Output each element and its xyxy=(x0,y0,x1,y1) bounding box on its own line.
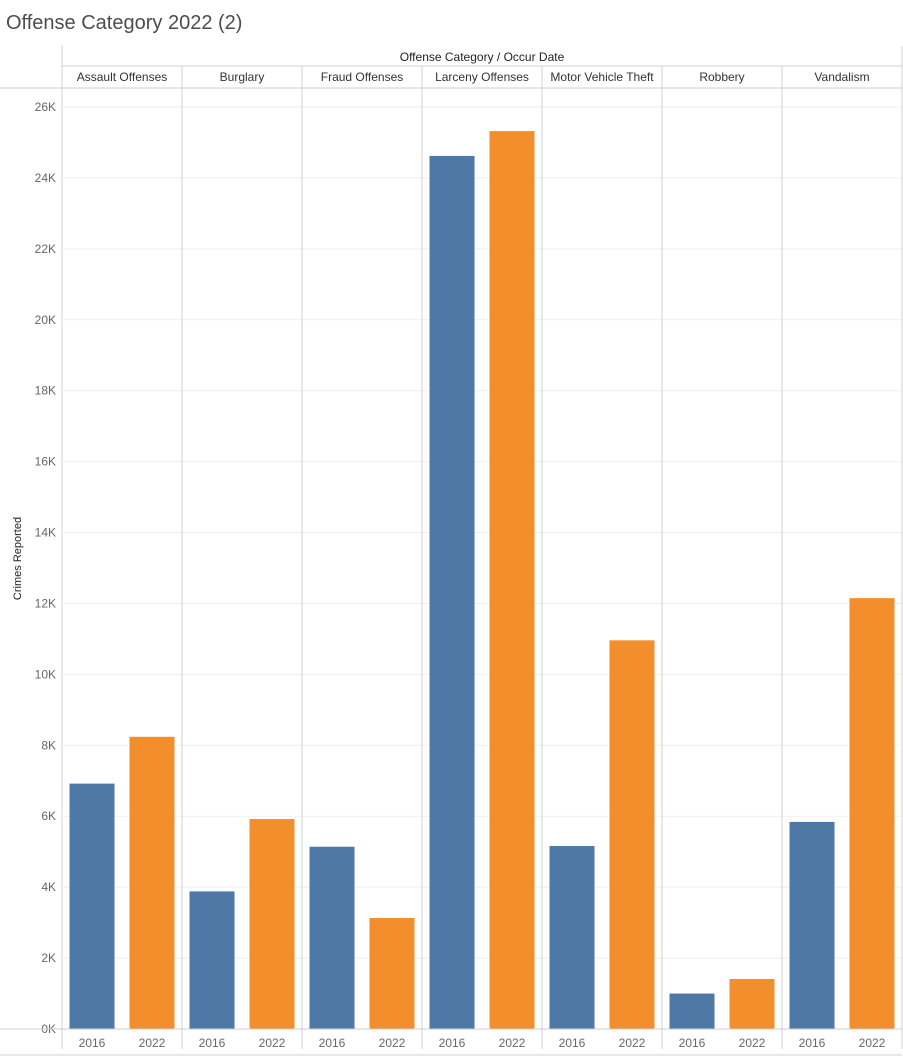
category-label: Assault Offenses xyxy=(77,70,168,84)
x-tick-label: 2016 xyxy=(559,1036,586,1050)
y-tick-label: 2K xyxy=(41,951,56,965)
bar xyxy=(129,736,175,1029)
y-tick-label: 16K xyxy=(35,455,56,469)
page-title: Offense Category 2022 (2) xyxy=(6,12,243,34)
y-tick-label: 26K xyxy=(35,100,56,114)
x-tick-label: 2016 xyxy=(679,1036,706,1050)
y-tick-label: 10K xyxy=(35,667,56,681)
bar xyxy=(609,640,655,1029)
y-tick-label: 8K xyxy=(41,738,56,752)
x-tick-label: 2016 xyxy=(319,1036,346,1050)
column-header: Offense Category / Occur Date xyxy=(400,50,565,64)
y-tick-label: 18K xyxy=(35,384,56,398)
y-tick-label: 14K xyxy=(35,526,56,540)
bar xyxy=(789,821,835,1029)
bar xyxy=(309,846,355,1029)
x-tick-label: 2022 xyxy=(139,1036,166,1050)
y-tick-label: 24K xyxy=(35,171,56,185)
bar xyxy=(549,846,595,1029)
bar xyxy=(249,819,295,1029)
x-tick-label: 2022 xyxy=(259,1036,286,1050)
x-tick-label: 2022 xyxy=(379,1036,406,1050)
x-tick-label: 2016 xyxy=(439,1036,466,1050)
bar xyxy=(429,155,475,1030)
x-tick-label: 2022 xyxy=(859,1036,886,1050)
y-tick-label: 4K xyxy=(41,880,56,894)
y-tick-label: 20K xyxy=(35,313,56,327)
category-label: Burglary xyxy=(220,70,265,84)
bar xyxy=(369,918,415,1029)
bar xyxy=(729,978,775,1029)
y-axis-label: Crimes Reported xyxy=(12,517,24,600)
x-tick-label: 2022 xyxy=(619,1036,646,1050)
category-label: Larceny Offenses xyxy=(435,70,529,84)
x-tick-label: 2016 xyxy=(199,1036,226,1050)
x-tick-label: 2016 xyxy=(799,1036,826,1050)
bar xyxy=(849,598,895,1029)
category-label: Vandalism xyxy=(814,70,869,84)
bar xyxy=(669,993,715,1029)
category-label: Robbery xyxy=(699,70,744,84)
x-tick-label: 2022 xyxy=(499,1036,526,1050)
y-tick-label: 22K xyxy=(35,242,56,256)
bar xyxy=(189,891,235,1029)
x-tick-label: 2022 xyxy=(739,1036,766,1050)
y-tick-label: 6K xyxy=(41,809,56,823)
category-label: Fraud Offenses xyxy=(321,70,404,84)
y-tick-label: 12K xyxy=(35,596,56,610)
category-label: Motor Vehicle Theft xyxy=(550,70,654,84)
bar xyxy=(69,783,115,1029)
x-tick-label: 2016 xyxy=(79,1036,106,1050)
bar xyxy=(489,131,535,1030)
